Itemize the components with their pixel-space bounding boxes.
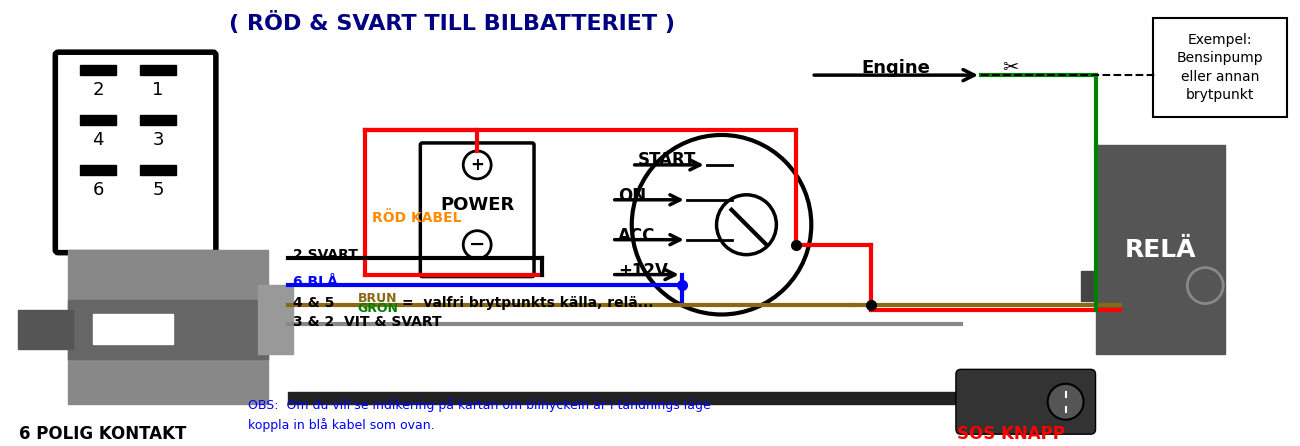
Bar	[257, 285, 292, 355]
Text: 6 BLÅ: 6 BLÅ	[292, 275, 338, 289]
Bar	[81, 65, 116, 75]
Bar	[140, 65, 176, 75]
Bar	[18, 310, 73, 349]
Text: BRUN: BRUN	[358, 292, 396, 305]
Text: =  valfri brytpunkts källa, relä...: = valfri brytpunkts källa, relä...	[403, 296, 654, 310]
Text: 2: 2	[92, 81, 104, 99]
Text: 6: 6	[92, 181, 104, 199]
Text: 5: 5	[152, 181, 164, 199]
Text: ✂: ✂	[1002, 58, 1019, 77]
Bar	[140, 115, 176, 125]
Text: 3 & 2  VIT & SVART: 3 & 2 VIT & SVART	[292, 315, 441, 330]
Text: OBS:  Om du vill se indikering på kartan om bilnyckeln är i tändnings läge
koppl: OBS: Om du vill se indikering på kartan …	[248, 399, 711, 432]
Bar	[287, 392, 966, 404]
Text: 2 SVART: 2 SVART	[292, 248, 358, 262]
Text: 4: 4	[92, 131, 104, 149]
Text: 3: 3	[152, 131, 164, 149]
Bar	[81, 165, 116, 175]
Text: RÖD KABEL: RÖD KABEL	[373, 211, 462, 225]
Text: RELÄ: RELÄ	[1124, 238, 1196, 262]
Text: Exempel:
Bensinpump
eller annan
brytpunkt: Exempel: Bensinpump eller annan brytpunk…	[1176, 33, 1264, 102]
Text: +: +	[471, 156, 484, 174]
Bar	[81, 115, 116, 125]
Text: START: START	[638, 151, 696, 169]
Text: ( RÖD & SVART TILL BILBATTERIET ): ( RÖD & SVART TILL BILBATTERIET )	[229, 11, 675, 34]
FancyBboxPatch shape	[420, 143, 534, 277]
Text: −: −	[469, 235, 485, 254]
Text: 6 POLIG KONTAKT: 6 POLIG KONTAKT	[20, 425, 187, 443]
Bar	[69, 250, 268, 404]
Text: ACC: ACC	[618, 227, 655, 245]
Text: GRÖN: GRÖN	[358, 302, 398, 315]
Bar	[140, 165, 176, 175]
Circle shape	[1048, 384, 1084, 420]
Bar	[69, 300, 268, 359]
Text: ON: ON	[618, 187, 646, 205]
Bar	[1080, 271, 1096, 301]
Bar	[1096, 145, 1225, 355]
Text: 1: 1	[152, 81, 164, 99]
Text: 4 & 5: 4 & 5	[292, 296, 334, 310]
FancyBboxPatch shape	[1153, 18, 1287, 117]
FancyBboxPatch shape	[956, 369, 1096, 434]
Bar	[94, 314, 173, 344]
Text: Engine: Engine	[861, 59, 930, 77]
FancyBboxPatch shape	[56, 52, 216, 252]
Text: POWER: POWER	[441, 196, 515, 214]
Text: SOS KNAPP: SOS KNAPP	[957, 425, 1065, 443]
Text: +12V: +12V	[618, 262, 668, 280]
